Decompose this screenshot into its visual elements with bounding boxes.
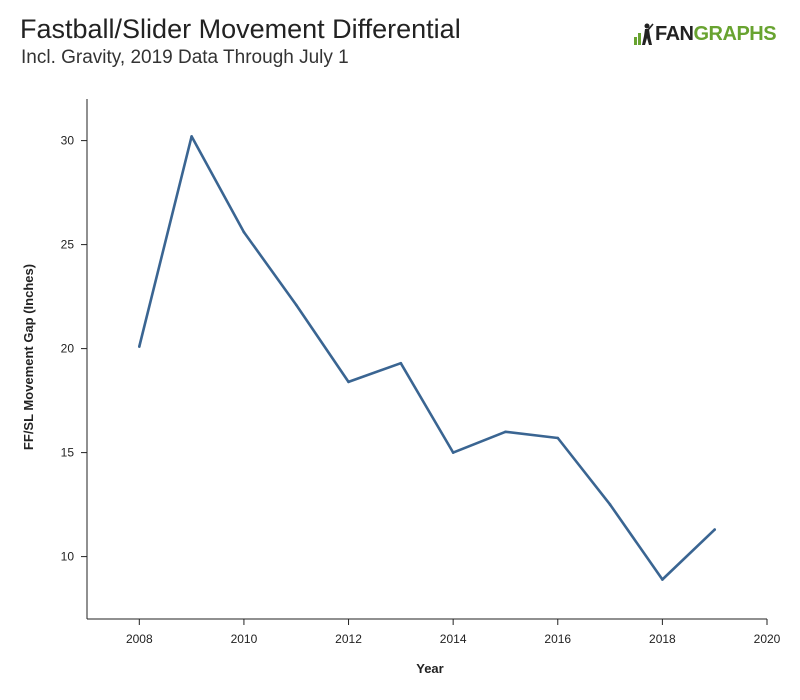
x-axis-title: Year	[416, 661, 443, 676]
y-tick-label-10: 10	[61, 550, 75, 564]
data-point-2016	[556, 436, 560, 440]
logo-text-fan: FAN	[655, 22, 694, 45]
x-tick-label-2016: 2016	[544, 632, 571, 646]
data-point-2012	[347, 380, 350, 384]
data-point-2015	[504, 430, 507, 434]
fangraphs-logo: FAN GRAPHS	[634, 20, 777, 48]
data-point-2009	[190, 135, 193, 138]
x-tick-label-2008: 2008	[126, 632, 153, 646]
y-tick-label-30: 30	[61, 134, 75, 148]
chart-subtitle: Incl. Gravity, 2019 Data Through July 1	[21, 47, 349, 68]
x-tick-label-2020: 2020	[754, 632, 781, 646]
chart-series	[138, 135, 717, 581]
series-line-0	[138, 135, 717, 581]
x-tick-label-2014: 2014	[440, 632, 467, 646]
data-point-2018	[661, 578, 664, 581]
data-point-2008	[138, 345, 141, 348]
data-point-2017	[608, 503, 612, 506]
y-tick-label-15: 15	[61, 446, 75, 460]
chart-axes	[86, 99, 767, 620]
x-tick-label-2012: 2012	[335, 632, 362, 646]
y-axis-title: FF/SL Movement Gap (Inches)	[21, 264, 36, 450]
data-point-2014	[451, 451, 455, 454]
x-tick-label-2018: 2018	[649, 632, 676, 646]
logo-text-graphs: GRAPHS	[693, 22, 777, 45]
chart-ticks: 2008 2010 2012 2014 2016 2018 2020 10 15 20 25 30	[61, 134, 781, 646]
data-point-2013	[399, 361, 403, 365]
data-point-2011	[294, 303, 298, 307]
data-point-2010	[242, 230, 246, 234]
batter-icon	[634, 23, 654, 45]
y-tick-label-20: 20	[61, 342, 75, 356]
y-tick-label-25: 25	[61, 238, 75, 252]
data-point-2019	[713, 528, 716, 531]
chart-title: Fastball/Slider Movement Differential	[20, 14, 461, 44]
x-tick-label-2010: 2010	[231, 632, 258, 646]
